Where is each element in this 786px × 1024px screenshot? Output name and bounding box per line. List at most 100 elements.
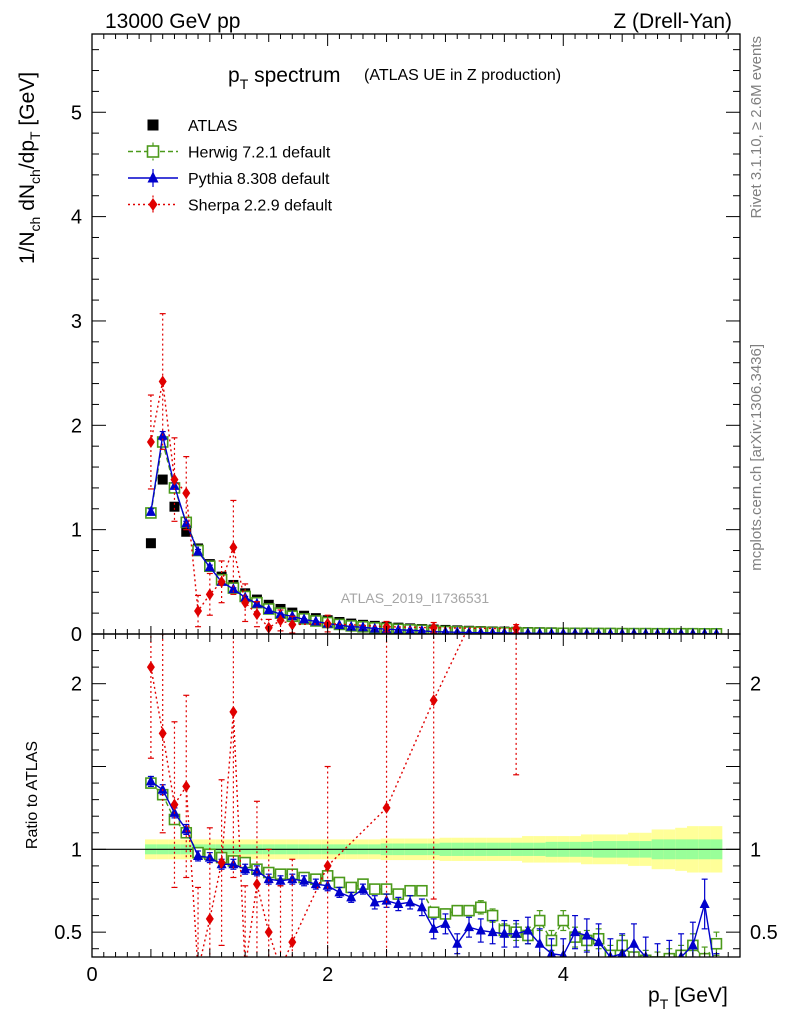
data-point [628,937,639,948]
data-point [205,912,214,925]
series-diamond-filled [146,520,520,975]
series-triangle-filled [145,429,720,634]
x-tick-label: 4 [558,964,569,986]
data-point [522,924,533,935]
data-point [277,963,285,975]
data-point [158,375,167,388]
data-point [474,901,487,914]
data-point [357,883,368,894]
data-point [651,956,664,957]
data-point [158,727,167,740]
legend-label: Sherpa 2.2.9 default [188,198,333,215]
data-point [145,775,156,786]
legend-entry: Sherpa 2.2.9 default [128,195,333,215]
data-point [487,926,498,937]
data-point [217,575,226,588]
ratio-y-tick-label: 2 [71,674,82,696]
header-left: 13000 GeV pp [105,10,240,33]
data-point [241,963,249,975]
ratio-y-tick-label-right: 2 [750,674,761,696]
data-point [452,937,463,948]
header-right: Z (Drell-Yan) [613,10,732,33]
data-point [369,896,380,907]
main-title: pT spectrum [228,64,340,92]
data-point [240,591,251,602]
data-point [170,798,179,811]
data-point [346,891,357,902]
main-y-tick-label: 2 [71,415,82,437]
data-point [346,620,357,631]
data-point [475,924,486,935]
data-point [241,596,250,609]
data-point [194,605,203,618]
data-point [393,897,404,908]
x-tick-label: 0 [86,964,97,986]
legend-marker [146,145,160,158]
data-point [533,914,546,927]
main-y-tick-label: 4 [71,207,82,229]
data-point [512,622,521,634]
data-point [145,505,156,516]
main-subtitle: (ATLAS UE in Z production) [364,67,561,84]
analysis-watermark: ATLAS_2019_I1736531 [341,590,490,606]
series-line [150,780,714,957]
data-point [204,561,215,572]
series-triangle-filled [145,775,721,983]
data-point [204,851,215,862]
data-point [252,608,261,621]
ratio-series-layer [145,520,723,983]
data-point [287,610,298,621]
data-point [429,694,438,707]
data-point [264,926,273,939]
data-point [310,615,321,626]
legend-label: Herwig 7.2.1 default [188,145,331,162]
data-point [146,661,155,674]
data-point [512,520,520,532]
legend-marker [148,198,158,211]
main-y-tick-label: 3 [71,311,82,333]
legend: ATLAS Herwig 7.2.1 default Pythia 8.308 de… [128,118,333,215]
ratio-y-tick-label: 0.5 [54,922,82,944]
data-point [287,873,298,884]
data-point [228,583,239,594]
data-point [711,973,721,983]
data-point [288,618,297,631]
data-point [193,545,204,556]
data-point [310,878,321,889]
data-point [416,884,428,897]
legend-marker [147,119,159,131]
data-point [217,856,226,869]
ratio-y-tick-label: 1 [71,839,82,861]
data-point [146,436,155,448]
rivet-label: Rivet 3.1.10, ≥ 2.6M events [748,36,765,219]
data-point [405,896,416,907]
main-ylabel: 1/Nch dNch/dpT [GeV] [16,72,43,264]
legend-label: ATLAS [188,118,238,135]
data-point [229,541,238,554]
data-point [229,705,238,718]
data-point [275,874,286,885]
ratio-ylabel: Ratio to ATLAS [24,741,41,849]
data-point [299,874,310,885]
data-point [228,858,239,869]
legend-marker [147,171,159,183]
data-point [404,884,416,897]
main-y-tick-label: 5 [71,102,82,124]
data-point [357,621,368,632]
legend-entry: Pythia 8.308 default [128,169,330,188]
data-point [276,614,285,627]
x-tick-label: 2 [322,964,333,986]
data-point [653,959,663,969]
data-point [534,937,545,948]
data-point [557,914,570,927]
data-point [170,473,179,486]
data-point [427,906,440,919]
data-point [416,901,427,912]
ratio-frame [91,633,741,958]
data-point [145,538,156,549]
data-point [593,936,604,947]
data-point [699,897,710,908]
data-point [334,886,345,897]
data-point [382,801,391,814]
